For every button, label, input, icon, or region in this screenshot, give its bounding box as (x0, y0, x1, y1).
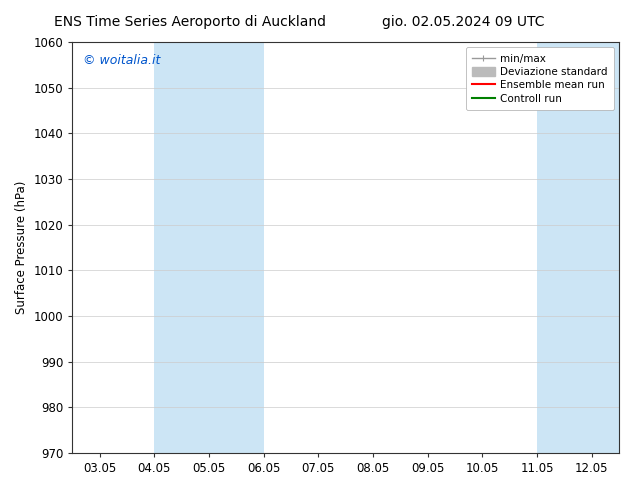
Y-axis label: Surface Pressure (hPa): Surface Pressure (hPa) (15, 181, 28, 314)
Legend: min/max, Deviazione standard, Ensemble mean run, Controll run: min/max, Deviazione standard, Ensemble m… (465, 47, 614, 110)
Text: gio. 02.05.2024 09 UTC: gio. 02.05.2024 09 UTC (382, 15, 544, 29)
Bar (537, 42, 634, 453)
Text: © woitalia.it: © woitalia.it (83, 54, 160, 68)
Text: ENS Time Series Aeroporto di Auckland: ENS Time Series Aeroporto di Auckland (54, 15, 327, 29)
Bar (154, 42, 264, 453)
